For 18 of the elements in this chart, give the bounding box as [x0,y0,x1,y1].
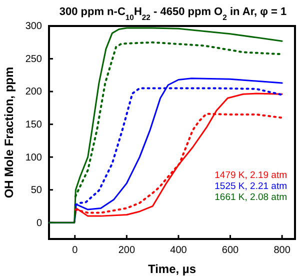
x-axis-title: Time, µs [148,262,196,276]
text: 1525 K, 2.21 atm [214,181,288,192]
y-tick-label: 100 [25,152,42,164]
y-tick-label: 50 [30,185,42,196]
x-tick-label: 0 [72,245,78,256]
y-tick-label: 250 [25,54,42,65]
text: 1661 K, 2.08 atm [214,192,288,203]
y-tick-label: 150 [25,120,42,131]
x-tick-label: 800 [274,245,291,256]
chart-title: 300 ppm n-C$_{10}$H$_{22}$ - 4650 ppm O$_{2}$ in Ar, φ = 1 [59,6,287,22]
x-tick-label: 400 [170,245,188,256]
y-tick-label: 300 [25,21,42,32]
x-tick-label: 200 [118,245,136,256]
y-axis-title: OH Mole Fraction, ppm [2,66,16,198]
text: 1479 K, 2.19 atm [214,170,288,181]
y-tick-label: 200 [25,86,42,98]
x-tick-label: 600 [222,245,240,256]
y-tick-label: 0 [36,218,42,229]
